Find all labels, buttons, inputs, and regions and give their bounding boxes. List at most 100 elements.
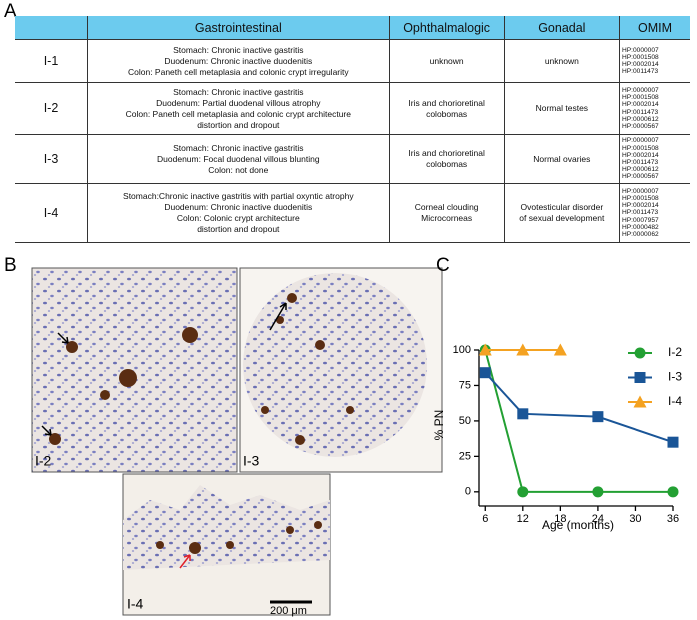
cell-line: HP:0000482 (622, 223, 659, 231)
x-tick-label: 36 (667, 513, 679, 525)
table-cell: Ovotesticular disorder of sexual developm… (503, 183, 620, 243)
cell-line: Colon: Paneth cell metaplasia and coloni… (125, 108, 351, 119)
header-row: Gastrointestinal Ophthalmalogic Gonadal OMI… (15, 16, 690, 40)
y-tick-label: 0 (465, 486, 471, 498)
cell-line: HP:0000612 (622, 166, 659, 174)
table-cell: unknown (388, 39, 505, 83)
cell-line: Colon: not done (208, 164, 269, 175)
marker (516, 343, 530, 356)
marker (667, 486, 679, 498)
arrow (179, 554, 191, 569)
row-id: I-4 (15, 183, 88, 243)
y-tick-label: 50 (459, 415, 471, 427)
scale-bar-label: 200 μm (270, 605, 307, 617)
series-line (484, 372, 674, 444)
cell-line: Colon: Colonic crypt architecture (176, 213, 300, 223)
table-cell: Normal ovaries (503, 134, 620, 184)
cell-line: of sexual development (519, 213, 605, 223)
table-row: I-1 Stomach: Chronic inactive gastritis Du… (15, 39, 690, 83)
legend-label: I-2 (668, 345, 682, 359)
x-tick-label: 12 (517, 513, 529, 525)
cell-line: HP:0011473 (622, 68, 659, 76)
cell-line: Microcorneas (421, 213, 473, 223)
y-tick-label: 25 (459, 450, 471, 462)
cell-line: HP:0000612 (622, 115, 659, 123)
marker (517, 408, 529, 420)
tissue (243, 273, 427, 457)
x-axis-label: Age (months) (542, 518, 614, 532)
table-cell: Stomach: Chronic inactive gastritis Duode… (87, 134, 390, 184)
cell-line: distortion and dropout (197, 224, 280, 234)
header-cell: Ophthalmalogic (388, 16, 505, 40)
marker (592, 486, 604, 498)
cell-line: HP:0001508 (622, 144, 659, 152)
row-id: I-3 (15, 134, 88, 184)
panel-label: A (4, 1, 17, 22)
series-line (484, 349, 673, 493)
table-cell: HP:0000007 HP:0001508 HP:0002014 HP:0011473… (619, 82, 690, 135)
cell-line: unknown (544, 55, 579, 66)
panel-label: B (4, 255, 17, 276)
legend-marker (633, 395, 647, 408)
cell-line: unknown (429, 55, 464, 66)
cell-line: Iris and chorioretinal (408, 148, 485, 158)
table-cell: HP:0000007 HP:0001508 HP:0002014 HP:0011473… (619, 183, 690, 243)
table-cell: Iris and chorioretinal colobomas (388, 134, 505, 184)
legend-marker (634, 347, 646, 359)
x-tick-label: 30 (629, 513, 641, 525)
cell-line: Duodenum: Chronic inactive duodenitis (164, 202, 313, 212)
cell-line: HP:0001508 (622, 194, 659, 202)
cell-line: Normal ovaries (533, 153, 591, 164)
x-tick-label: 18 (554, 513, 566, 525)
marker (667, 436, 679, 448)
x-tick-label: 24 (592, 513, 604, 525)
table-cell: Corneal clouding Microcorneas (388, 183, 505, 243)
cell-line: HP:0002014 (622, 101, 659, 109)
cell-line: Iris and chorioretinal (408, 97, 485, 108)
table: Gastrointestinal Ophthalmalogic Gonadal OMI… (15, 16, 690, 243)
cell-line: HP:0011473 (622, 159, 659, 166)
cell-line: Stomach: Chronic inactive gastritis (173, 86, 304, 97)
table-row: I-2 Stomach: Chronic inactive gastritis Du… (15, 82, 690, 135)
cell-line: HP:0002014 (622, 151, 659, 159)
cell-line: Duodenum: Partial duodenal villous atrop… (156, 97, 321, 108)
legend-label: I-4 (668, 394, 682, 408)
cell-line: Corneal clouding (414, 202, 479, 212)
image-label: I-3 (243, 453, 260, 469)
table-cell: HP:0000007 HP:0001508 HP:0002014 HP:0011473 (619, 39, 690, 83)
cell-line: colobomas (426, 159, 468, 169)
row-id: I-2 (15, 82, 88, 135)
table-row: I-3 Stomach: Chronic inactive gastritis Du… (15, 134, 690, 184)
x-tick-label: 6 (482, 513, 488, 525)
cell-line: HP:0000007 (622, 187, 659, 195)
cell-line: HP:0000007 (622, 137, 659, 145)
cell-line: HP:0001508 (622, 53, 659, 61)
arrows (41, 302, 287, 436)
table-row: I-4 Stomach:Chronic inactive gastritis wi… (15, 183, 690, 243)
header-cell: OMIM (619, 16, 690, 40)
tissue (123, 485, 330, 570)
table-cell: HP:0000007 HP:0001508 HP:0002014 HP:0011473… (619, 134, 690, 184)
marker (592, 411, 604, 423)
panel-label: C (436, 255, 450, 276)
cell-line: distortion and dropout (197, 119, 280, 130)
legend-label: I-3 (668, 370, 682, 384)
header-cell (15, 16, 88, 40)
header-cell: Gastrointestinal (87, 16, 390, 40)
cell-line: HP:0011473 (622, 209, 659, 217)
header-cell: Gonadal (503, 16, 620, 40)
y-axis-label: % PN (432, 410, 446, 441)
marker (517, 486, 529, 498)
cell-line: colobomas (426, 108, 468, 119)
cell-line: Colon: Paneth cell metaplasia and coloni… (127, 66, 349, 77)
cell-line: HP:0000007 (622, 46, 659, 54)
cell-line: Normal testes (535, 103, 589, 113)
image-label: I-2 (35, 453, 52, 469)
table-cell: Stomach: Chronic inactive gastritis Duode… (87, 82, 390, 135)
stained-cells (49, 293, 354, 554)
table-cell: Stomach: Chronic inactive gastritis Duode… (87, 39, 390, 83)
cell-line: Duodenum: Chronic inactive duodenitis (164, 55, 313, 66)
image-label: I-4 (127, 596, 144, 612)
cell-line: HP:0000062 (622, 231, 659, 238)
cell-line: HP:0011473 (622, 108, 659, 116)
